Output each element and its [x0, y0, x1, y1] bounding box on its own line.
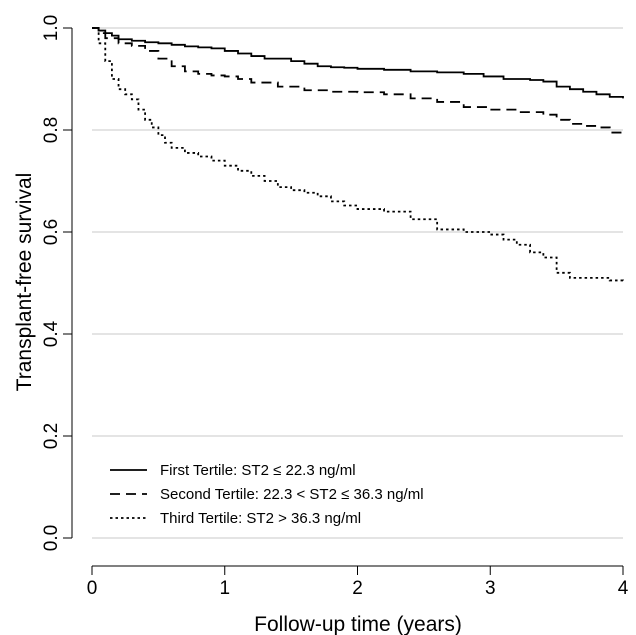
plot-area — [92, 27, 624, 283]
y-tick-label-2: 0.4 — [41, 320, 62, 347]
series-line-2 — [92, 27, 624, 136]
x-tick-label-1: 1 — [219, 578, 230, 599]
y-tick-label-1: 0.2 — [41, 423, 62, 449]
y-tick-label-3: 0.6 — [41, 219, 62, 245]
x-axis-label: Follow-up time (years) — [254, 613, 462, 635]
legend-label-2: Second Tertile: 22.3 < ST2 ≤ 36.3 ng/ml — [160, 486, 424, 503]
legend-label-3: Third Tertile: ST2 > 36.3 ng/ml — [160, 510, 361, 527]
legend-label-1: First Tertile: ST2 ≤ 22.3 ng/ml — [160, 462, 356, 479]
y-axis-label: Transplant-free survival — [13, 173, 36, 392]
grid-lines — [92, 27, 623, 539]
x-tick-label-2: 2 — [352, 578, 363, 599]
series-line-1 — [92, 27, 624, 99]
y-tick-label-5: 1.0 — [41, 15, 62, 41]
x-tick-label-3: 3 — [485, 578, 496, 599]
series-line-3 — [92, 27, 624, 283]
y-axis: 0.0 0.2 0.4 0.6 0.8 1.0 — [41, 15, 73, 551]
x-axis: 0 1 2 3 4 — [87, 565, 629, 599]
x-tick-label-4: 4 — [618, 578, 629, 599]
y-tick-label-4: 0.8 — [41, 117, 62, 143]
y-tick-label-0: 0.0 — [41, 525, 62, 551]
x-tick-label-0: 0 — [87, 578, 98, 599]
legend: First Tertile: ST2 ≤ 22.3 ng/ml Second Te… — [110, 462, 424, 527]
